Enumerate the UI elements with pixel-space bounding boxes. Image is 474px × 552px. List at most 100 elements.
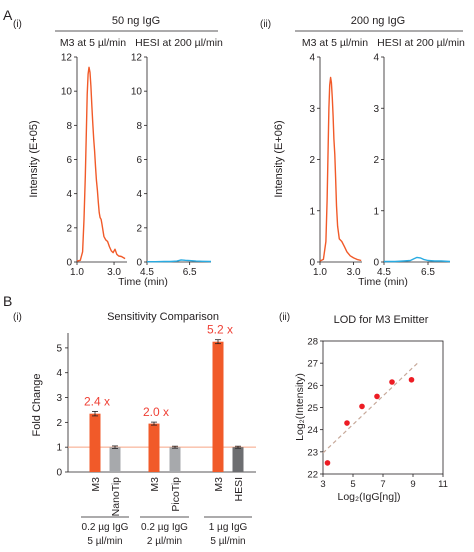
ylabel-a1: Intensity (E+05) <box>28 120 40 197</box>
fold-change-annotation: 2.0 x <box>143 405 169 419</box>
x-tick-label-a3: 3.0 <box>347 267 361 278</box>
group-label-amount: 1 µg IgG <box>209 522 248 533</box>
y-tick-label-a3: 3 <box>309 104 315 115</box>
panel-label-A-i: (i) <box>13 19 22 30</box>
panel-label-A: A <box>3 7 13 23</box>
scatter-x-tick-label: 5 <box>350 479 355 490</box>
scatter-x-tick-label: 9 <box>410 479 415 490</box>
bar-category-label: PicoTip <box>170 477 182 512</box>
y-tick-label-a2: 2 <box>136 223 142 234</box>
bar <box>109 447 121 472</box>
scatter-title: LOD for M3 Emitter <box>334 314 429 326</box>
scatter-y-tick-label: 23 <box>307 447 318 458</box>
scatter-y-tick-label: 26 <box>307 381 318 392</box>
bar-y-tick-label: 0 <box>56 468 62 479</box>
x-tick-label-a1: 3.0 <box>107 267 121 278</box>
group-label-flow: 5 µl/min <box>210 536 245 547</box>
scatter-y-tick-label: 25 <box>307 403 318 414</box>
bar-y-tick-label: 4 <box>56 368 62 379</box>
xlabel-a-right: Time (min) <box>358 276 408 288</box>
bar-category-label: M3 <box>213 477 225 492</box>
group-label-amount: 0.2 µg IgG <box>82 522 129 533</box>
group-label-flow: 5 µl/min <box>87 536 122 547</box>
panel-label-B-i: (i) <box>13 312 22 323</box>
x-tick-label-a3: 1.0 <box>313 267 327 278</box>
y-tick-label-a4: 2 <box>373 155 379 166</box>
scatter-point <box>408 376 415 383</box>
scatter-y-tick-label: 27 <box>307 359 318 370</box>
bar-y-tick-label: 3 <box>56 393 62 404</box>
x-tick-label-a4: 6.5 <box>421 267 435 278</box>
bar-category-label: M3 <box>149 477 161 492</box>
group-label-flow: 2 µl/min <box>147 536 182 547</box>
subplot-title-a3: M3 at 5 µl/min <box>302 37 368 49</box>
y-tick-label-a2: 10 <box>131 87 143 98</box>
bar-chart-ylabel: Fold Change <box>31 374 43 437</box>
y-tick-label-a2: 6 <box>136 155 142 166</box>
fit-line <box>322 362 418 454</box>
x-tick-label-a4: 4.5 <box>377 267 391 278</box>
scatter-point <box>374 393 380 400</box>
panel-label-A-ii: (ii) <box>260 19 271 30</box>
group-title-200ng: 200 ng IgG <box>351 15 405 27</box>
bar <box>232 447 244 472</box>
scatter-xlabel: Log₂(IgG[ng]) <box>337 491 400 503</box>
bar-chart-title: Sensitivity Comparison <box>107 311 219 323</box>
y-tick-label-a2: 8 <box>136 121 142 132</box>
trace-line-a1 <box>76 66 126 262</box>
bar-y-tick-label: 2 <box>56 418 62 429</box>
scatter-frame <box>322 340 444 475</box>
y-tick-label-a3: 4 <box>309 53 315 64</box>
y-tick-label-a4: 3 <box>373 104 379 115</box>
y-tick-label-a4: 0 <box>373 258 379 269</box>
scatter-point <box>344 420 350 426</box>
y-tick-label-a3: 2 <box>309 155 315 166</box>
x-tick-label-a1: 1.0 <box>70 267 84 278</box>
bar-category-label: M3 <box>90 477 102 492</box>
bar <box>148 423 160 472</box>
bar <box>89 413 101 472</box>
scatter-x-tick-label: 11 <box>438 479 448 490</box>
panel-label-B-ii: (ii) <box>279 312 290 323</box>
scatter-point <box>389 379 395 385</box>
scatter-y-tick-label: 22 <box>307 470 318 481</box>
y-tick-label-a1: 4 <box>66 189 72 200</box>
subplot-title-a4: HESI at 200 µl/min <box>377 37 465 49</box>
y-tick-label-a1: 12 <box>61 53 73 64</box>
scatter-ylabel: Log₂(Intensity) <box>294 373 306 441</box>
trace-line-a2 <box>147 259 212 263</box>
bar <box>169 447 181 472</box>
panel-label-B: B <box>3 293 12 309</box>
bar-y-tick-label: 1 <box>56 443 62 454</box>
y-tick-label-a1: 10 <box>61 87 73 98</box>
y-tick-label-a1: 8 <box>66 121 72 132</box>
y-tick-label-a2: 0 <box>136 258 142 269</box>
scatter-point <box>324 460 331 466</box>
scatter-y-tick-label: 24 <box>307 425 318 436</box>
y-tick-label-a3: 0 <box>309 258 315 269</box>
y-tick-label-a1: 0 <box>66 258 72 269</box>
x-tick-label-a2: 4.5 <box>140 267 154 278</box>
scatter-x-tick-label: 3 <box>320 479 325 490</box>
bar-category-label: NanoTip <box>110 477 122 516</box>
x-tick-label-a2: 6.5 <box>183 267 197 278</box>
trace-line-a4 <box>384 256 451 263</box>
scatter-y-tick-label: 28 <box>307 337 318 348</box>
y-tick-label-a1: 6 <box>66 155 72 166</box>
scatter-point <box>359 403 365 410</box>
fold-change-annotation: 5.2 x <box>207 323 233 337</box>
bar <box>212 341 224 472</box>
trace-line-a3 <box>319 76 362 262</box>
y-tick-label-a1: 2 <box>66 223 72 234</box>
subplot-title-a2: HESI at 200 µl/min <box>135 37 223 49</box>
subplot-title-a1: M3 at 5 µl/min <box>60 37 126 49</box>
y-tick-label-a2: 4 <box>136 189 142 200</box>
y-tick-label-a4: 1 <box>373 206 379 217</box>
bar-y-tick-label: 5 <box>56 343 62 354</box>
group-label-amount: 0.2 µg IgG <box>141 522 188 533</box>
y-tick-label-a3: 1 <box>309 206 315 217</box>
ylabel-a3: Intensity (E+06) <box>273 120 285 197</box>
group-title-50ng: 50 ng IgG <box>112 15 160 27</box>
